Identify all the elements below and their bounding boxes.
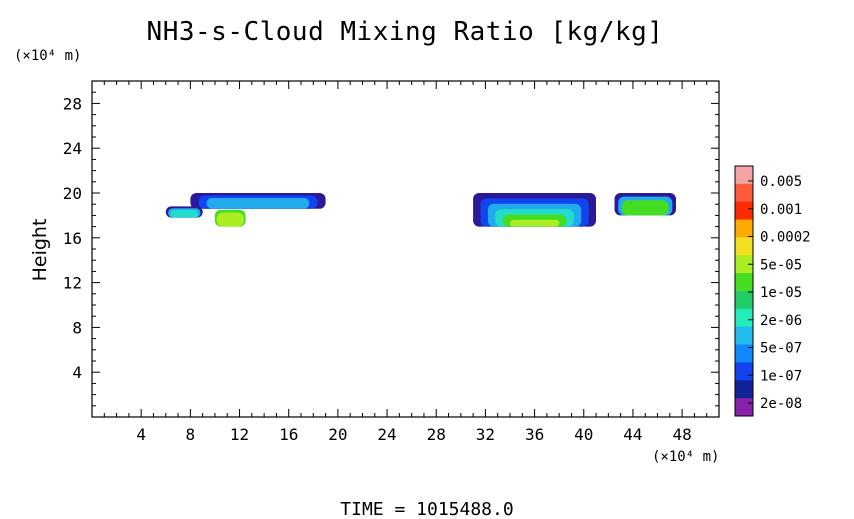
x-tick-label: 16 <box>279 425 298 444</box>
x-tick-label: 48 <box>672 425 691 444</box>
x-tick-label: 24 <box>377 425 396 444</box>
colorbar-swatch <box>735 308 753 328</box>
x-tick-label: 36 <box>525 425 544 444</box>
colorbar-swatch <box>735 255 753 274</box>
y-axis-label: Height <box>29 219 51 282</box>
colorbar: 0.005 0.001 0.0002 5e-05 1e-05 2e-06 5e-07 1e-0… <box>734 165 811 417</box>
time-footer: TIME = 1015488.0 <box>340 499 513 519</box>
x-tick-label: 20 <box>328 425 347 444</box>
colorbar-swatch <box>735 201 753 220</box>
colorbar-label: 2e-08 <box>760 396 802 412</box>
west-cloud-band <box>190 193 326 209</box>
x-tick-label: 40 <box>574 425 593 444</box>
x-tick-label: 8 <box>186 425 196 444</box>
plot-frame <box>91 80 720 418</box>
x-tick-label: 44 <box>623 425 642 444</box>
y-tick-label: 28 <box>63 94 82 113</box>
colorbar-swatch <box>735 380 753 399</box>
cloud-regions <box>165 193 676 227</box>
x-tick-label: 28 <box>427 425 446 444</box>
cloud-level-5e-07 <box>206 198 310 209</box>
colorbar-swatch <box>735 291 753 310</box>
colorbar-swatch <box>735 183 753 203</box>
cloud-level-1e-05 <box>621 200 669 216</box>
colorbar-swatch <box>735 326 753 345</box>
colorbar-swatch <box>735 344 753 363</box>
x-unit-label: (×10⁴ m) <box>652 449 719 465</box>
colorbar-swatch <box>735 273 753 292</box>
colorbar-label: 1e-05 <box>760 285 802 301</box>
colorbar-swatch <box>735 219 753 238</box>
y-tick-label: 12 <box>63 274 82 293</box>
west-lower-patch <box>214 209 246 227</box>
cloud-level-5e-05 <box>510 219 560 227</box>
colorbar-label: 2e-06 <box>760 313 802 329</box>
x-tick-label: 4 <box>136 425 146 444</box>
cloud-level-5e-06 <box>170 210 199 218</box>
colorbar-swatch <box>735 237 753 256</box>
west-small-patch <box>165 206 203 218</box>
cloud-level-5e-05 <box>216 212 244 227</box>
y-tick-label: 24 <box>63 139 82 158</box>
y-unit-label: (×10⁴ m) <box>14 48 81 64</box>
x-tick-label: 32 <box>476 425 495 444</box>
colorbar-label: 5e-05 <box>760 257 802 273</box>
colorbar-label: 5e-07 <box>760 341 802 357</box>
colorbar-label: 0.005 <box>760 174 802 190</box>
y-tick-label: 4 <box>72 363 82 382</box>
colorbar-label: 0.001 <box>760 202 802 218</box>
colorbar-frame <box>734 165 754 417</box>
east-cloud-band <box>473 193 596 227</box>
colorbar-swatch <box>735 398 753 417</box>
east-small-patches <box>614 193 676 216</box>
y-tick-label: 8 <box>72 318 82 337</box>
y-tick-label: 20 <box>63 184 82 203</box>
colorbar-label: 1e-07 <box>760 368 802 384</box>
colorbar-swatch <box>735 166 753 185</box>
colorbar-swatch <box>735 362 753 381</box>
colorbar-label: 0.0002 <box>760 230 811 246</box>
y-tick-label: 16 <box>63 229 82 248</box>
chart-title: NH3-s-Cloud Mixing Ratio [kg/kg] <box>147 17 664 47</box>
x-tick-label: 12 <box>230 425 249 444</box>
